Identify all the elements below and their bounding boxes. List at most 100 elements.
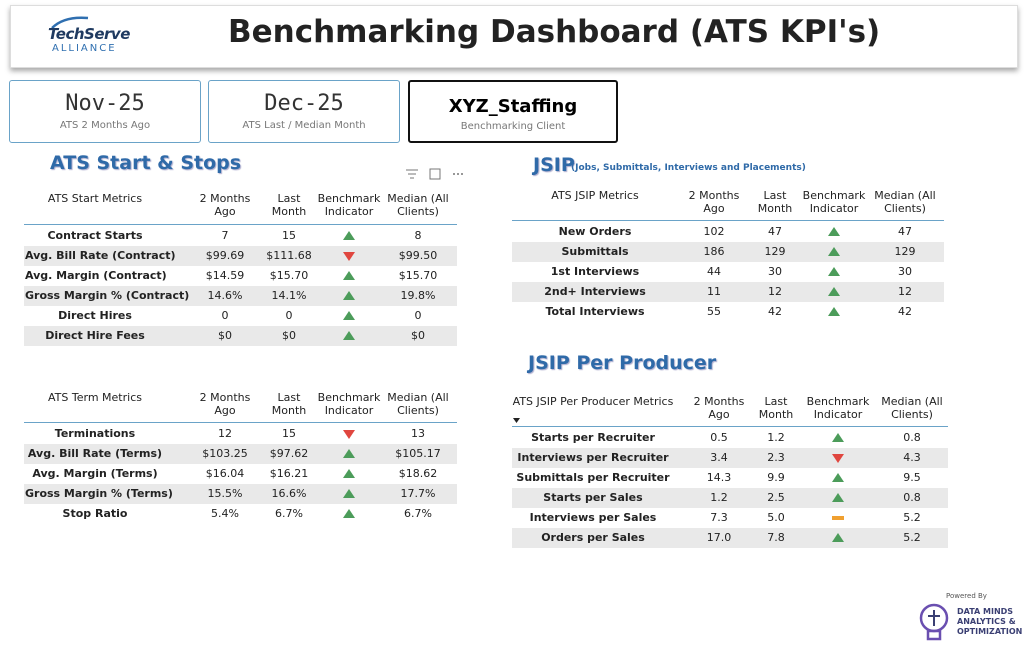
row-label: 1st Interviews: [550, 265, 640, 278]
row-value: 7.8: [767, 531, 785, 544]
card-subtitle: ATS Last / Median Month: [242, 120, 366, 131]
row-value: 19.8%: [400, 289, 436, 302]
indicator-shape: [828, 227, 840, 236]
indicator-shape: [828, 287, 840, 296]
header-rule: [512, 220, 944, 221]
row-value: $0: [282, 329, 296, 342]
row-label: Starts per Recruiter: [531, 431, 655, 444]
row-label: Gross Margin % (Contract): [25, 289, 190, 302]
row-value: 6.7%: [275, 507, 303, 520]
page-title: Benchmarking Dashboard (ATS KPI's): [228, 14, 881, 50]
indicator-shape: [343, 509, 355, 518]
row-label: Direct Hires: [58, 309, 132, 322]
row-band: [24, 484, 457, 504]
date-card[interactable]: Nov-25 ATS 2 Months Ago: [9, 80, 201, 143]
benchmark-indicator: [832, 454, 844, 463]
row-band: [24, 444, 457, 464]
row-value: 3.4: [710, 451, 728, 464]
row-value: 129: [894, 245, 916, 258]
row-label: Stop Ratio: [62, 507, 128, 520]
header-rule: [24, 224, 457, 225]
row-value: 44: [707, 265, 721, 278]
row-band: [512, 242, 944, 262]
benchmark-indicator: [343, 291, 355, 300]
row-value: $16.04: [205, 467, 245, 480]
visual-toolbar[interactable]: [404, 166, 466, 182]
indicator-shape: [828, 307, 840, 316]
indicator-shape: [343, 331, 355, 340]
row-band: [24, 246, 457, 266]
row-value: 15: [282, 427, 296, 440]
benchmark-indicator: [832, 516, 844, 520]
indicator-shape: [832, 493, 844, 502]
row-value: $18.62: [398, 467, 438, 480]
header-rule: [24, 422, 457, 423]
row-value: 186: [703, 245, 725, 258]
row-label: Interviews per Sales: [529, 511, 657, 524]
row-label: New Orders: [558, 225, 632, 238]
row-value: 7.3: [710, 511, 728, 524]
column-header: Benchmark Indicator: [317, 391, 381, 417]
sort-arrow[interactable]: [512, 417, 522, 425]
indicator-shape: [343, 231, 355, 240]
column-header: Last Month: [758, 395, 794, 421]
client-card[interactable]: XYZ_Staffing Benchmarking Client: [408, 80, 618, 143]
indicator-shape: [343, 252, 355, 261]
benchmark-indicator: [828, 307, 840, 316]
row-label: Terminations: [54, 427, 136, 440]
benchmark-indicator: [343, 449, 355, 458]
column-header: Last Month: [271, 391, 307, 417]
column-header: Median (All Clients): [874, 189, 936, 215]
benchmark-indicator: [343, 331, 355, 340]
benchmark-indicator: [832, 433, 844, 442]
row-value: 7: [221, 229, 229, 242]
row-value: 15: [282, 229, 296, 242]
row-value: 14.1%: [271, 289, 307, 302]
row-band: [512, 448, 948, 468]
column-header: Median (All Clients): [387, 192, 449, 218]
row-label: Interviews per Recruiter: [517, 451, 669, 464]
row-band: [512, 528, 948, 548]
column-header: ATS JSIP Per Producer Metrics: [512, 395, 674, 408]
row-value: 5.2: [903, 531, 921, 544]
column-header: ATS Start Metrics: [47, 192, 143, 205]
row-label: Submittals per Recruiter: [516, 471, 670, 484]
row-value: 1.2: [767, 431, 785, 444]
row-value: 12: [898, 285, 912, 298]
row-value: $0: [218, 329, 232, 342]
benchmark-indicator: [832, 473, 844, 482]
row-value: 42: [768, 305, 782, 318]
row-value: 0: [221, 309, 229, 322]
row-label: Submittals: [561, 245, 629, 258]
indicator-shape: [832, 516, 844, 520]
row-value: $105.17: [395, 447, 441, 460]
indicator-shape: [343, 291, 355, 300]
date-card[interactable]: Dec-25 ATS Last / Median Month: [208, 80, 400, 143]
benchmark-indicator: [828, 287, 840, 296]
row-label: Contract Starts: [47, 229, 143, 242]
row-value: $97.62: [269, 447, 309, 460]
row-value: 1.2: [710, 491, 728, 504]
row-value: $0: [411, 329, 425, 342]
row-label: Starts per Sales: [543, 491, 643, 504]
indicator-shape: [343, 430, 355, 439]
brand-text: ANALYTICS &: [957, 617, 1016, 626]
benchmark-indicator: [828, 247, 840, 256]
row-value: 0.8: [903, 431, 921, 444]
benchmark-indicator: [343, 252, 355, 261]
benchmark-indicator: [343, 489, 355, 498]
row-value: $111.68: [266, 249, 312, 262]
row-value: $99.69: [205, 249, 245, 262]
brand-logo: [919, 603, 949, 641]
row-value: 30: [898, 265, 912, 278]
row-label: Avg. Bill Rate (Contract): [25, 249, 176, 262]
row-value: 129: [764, 245, 786, 258]
card-title: XYZ_Staffing: [448, 96, 578, 117]
row-value: 6.7%: [404, 507, 432, 520]
column-header: Median (All Clients): [881, 395, 943, 421]
row-value: 4.3: [903, 451, 921, 464]
row-value: $15.70: [398, 269, 438, 282]
row-value: 12: [218, 427, 232, 440]
row-label: Gross Margin % (Terms): [25, 487, 173, 500]
